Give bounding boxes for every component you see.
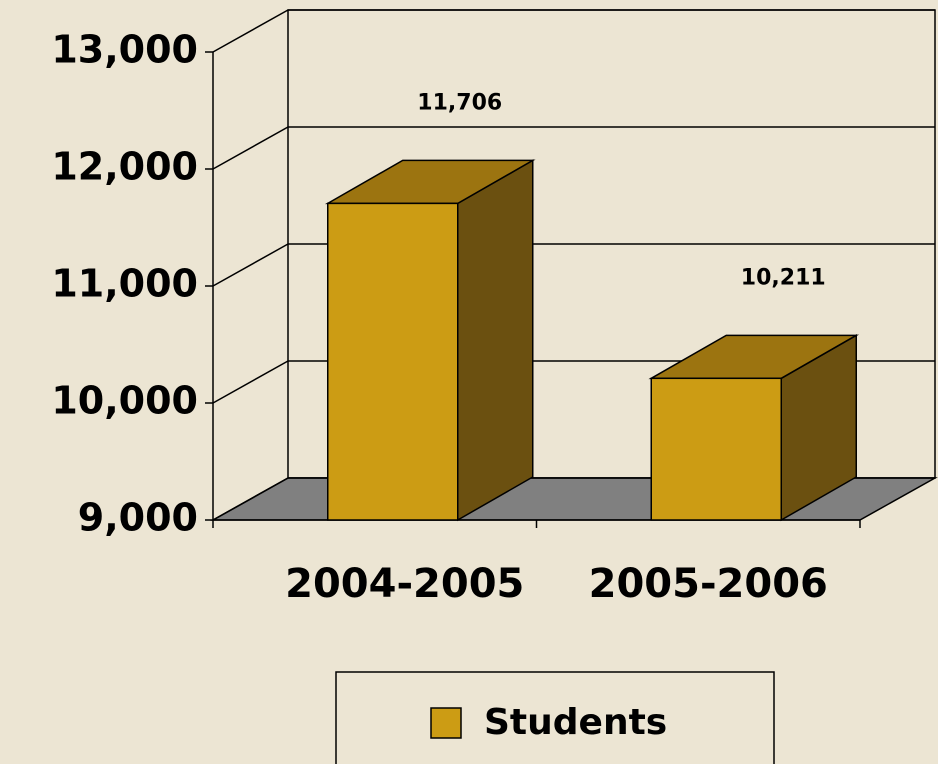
- grid-line: [212, 243, 289, 287]
- bar: [327, 202, 459, 521]
- bar: [650, 377, 782, 521]
- x-tick-label: 2005-2006: [589, 561, 828, 607]
- data-label: 11,706: [417, 90, 502, 115]
- x-tick-label: 2004-2005: [285, 561, 524, 607]
- data-label: 10,211: [741, 265, 826, 290]
- grid-line: [212, 9, 289, 53]
- y-tick-label: 12,000: [51, 145, 198, 189]
- bar-side: [457, 159, 534, 522]
- grid-line: [212, 477, 289, 521]
- y-tick-label: 11,000: [51, 262, 198, 306]
- legend-label: Students: [484, 702, 667, 743]
- legend-box: [335, 671, 775, 764]
- y-tick-label: 13,000: [51, 28, 198, 72]
- grid-line: [212, 126, 289, 170]
- legend-swatch: [430, 707, 462, 739]
- grid-line: [212, 360, 289, 404]
- y-tick-label: 10,000: [51, 379, 198, 423]
- y-tick-label: 9,000: [78, 496, 198, 540]
